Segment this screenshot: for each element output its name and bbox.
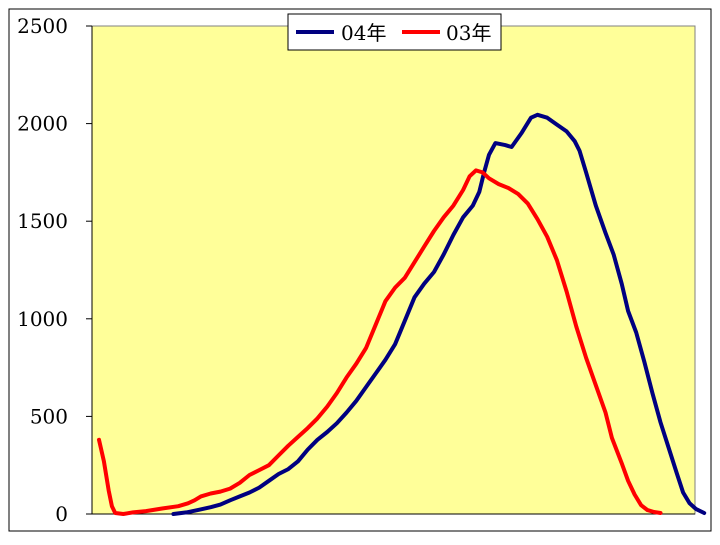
y-tick-label: 2500 <box>17 14 68 38</box>
y-axis: 0 500 1000 1500 2000 2500 <box>17 14 695 526</box>
plot-area <box>91 25 696 515</box>
y-tick-label: 2000 <box>17 112 68 136</box>
y-tick-label: 500 <box>30 404 68 428</box>
y-tick-label: 1000 <box>17 307 68 331</box>
series-layer <box>97 112 707 516</box>
legend-label-0: 04年 <box>341 21 386 45</box>
y-tick-label: 0 <box>55 502 68 526</box>
series-line-1 <box>97 168 663 516</box>
series-line-0 <box>171 112 707 516</box>
legend: 04年 03年 <box>287 13 502 51</box>
y-tick-label: 1500 <box>17 209 68 233</box>
legend-label-1: 03年 <box>446 21 491 45</box>
